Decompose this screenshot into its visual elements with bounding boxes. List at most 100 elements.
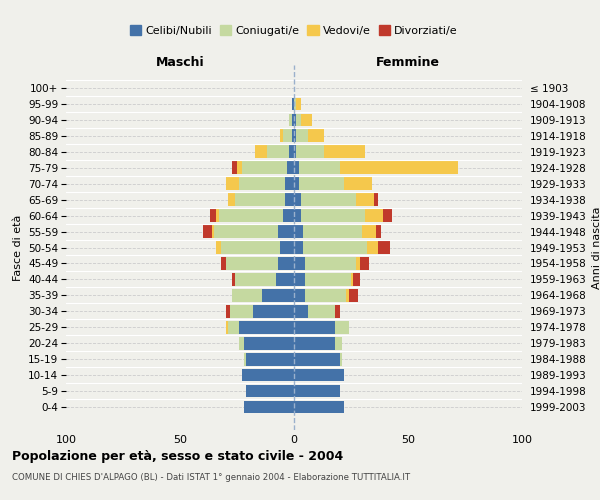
Bar [294, 257, 305, 270]
Bar [379, 242, 390, 254]
Bar [244, 353, 246, 366]
Bar [235, 273, 276, 285]
Bar [239, 178, 285, 190]
Bar [242, 162, 287, 174]
Bar [356, 194, 374, 206]
Bar [228, 321, 239, 334]
Bar [296, 130, 308, 142]
Bar [232, 289, 262, 302]
Bar [246, 385, 294, 398]
Bar [221, 242, 280, 254]
Bar [301, 114, 312, 126]
Y-axis label: Anni di nascita: Anni di nascita [592, 206, 600, 289]
Bar [230, 305, 253, 318]
Bar [335, 305, 340, 318]
Bar [340, 353, 342, 366]
Bar [285, 178, 294, 190]
Bar [353, 273, 360, 285]
Bar [294, 305, 308, 318]
Bar [294, 273, 305, 285]
Bar [296, 98, 301, 110]
Bar [374, 194, 379, 206]
Bar [289, 114, 292, 126]
Bar [346, 289, 349, 302]
Text: Popolazione per età, sesso e stato civile - 2004: Popolazione per età, sesso e stato civil… [12, 450, 343, 463]
Bar [294, 353, 340, 366]
Bar [219, 210, 283, 222]
Bar [308, 130, 323, 142]
Bar [335, 321, 349, 334]
Text: COMUNE DI CHIES D'ALPAGO (BL) - Dati ISTAT 1° gennaio 2004 - Elaborazione TUTTIT: COMUNE DI CHIES D'ALPAGO (BL) - Dati IST… [12, 472, 410, 482]
Bar [294, 242, 303, 254]
Bar [226, 305, 230, 318]
Bar [301, 194, 356, 206]
Bar [294, 178, 299, 190]
Bar [376, 226, 380, 238]
Bar [294, 321, 335, 334]
Bar [226, 321, 228, 334]
Bar [217, 210, 219, 222]
Bar [292, 114, 294, 126]
Bar [294, 226, 303, 238]
Bar [285, 194, 294, 206]
Bar [383, 210, 392, 222]
Bar [294, 162, 299, 174]
Bar [294, 385, 340, 398]
Bar [301, 210, 365, 222]
Bar [365, 210, 383, 222]
Bar [280, 242, 294, 254]
Bar [214, 226, 278, 238]
Bar [232, 162, 237, 174]
Bar [305, 273, 351, 285]
Bar [217, 242, 221, 254]
Bar [360, 257, 369, 270]
Bar [292, 98, 294, 110]
Bar [294, 130, 296, 142]
Bar [351, 273, 353, 285]
Bar [209, 210, 217, 222]
Bar [232, 273, 235, 285]
Bar [244, 401, 294, 413]
Bar [299, 178, 344, 190]
Bar [244, 337, 294, 349]
Bar [303, 226, 362, 238]
Bar [246, 353, 294, 366]
Bar [239, 337, 244, 349]
Bar [294, 337, 335, 349]
Bar [294, 98, 296, 110]
Bar [303, 242, 367, 254]
Bar [262, 289, 294, 302]
Bar [294, 401, 344, 413]
Bar [226, 178, 239, 190]
Bar [356, 257, 360, 270]
Bar [367, 242, 379, 254]
Bar [226, 257, 278, 270]
Bar [349, 289, 358, 302]
Bar [362, 226, 376, 238]
Bar [299, 162, 340, 174]
Bar [228, 194, 235, 206]
Bar [266, 146, 289, 158]
Bar [255, 146, 266, 158]
Bar [239, 321, 294, 334]
Bar [280, 130, 283, 142]
Bar [221, 257, 226, 270]
Bar [294, 210, 301, 222]
Bar [305, 289, 346, 302]
Y-axis label: Fasce di età: Fasce di età [13, 214, 23, 280]
Text: Femmine: Femmine [376, 56, 440, 68]
Bar [242, 369, 294, 382]
Bar [294, 146, 296, 158]
Bar [278, 257, 294, 270]
Bar [296, 146, 323, 158]
Bar [292, 130, 294, 142]
Bar [323, 146, 365, 158]
Bar [253, 305, 294, 318]
Bar [283, 210, 294, 222]
Bar [287, 162, 294, 174]
Bar [294, 194, 301, 206]
Bar [283, 130, 292, 142]
Bar [335, 337, 342, 349]
Bar [237, 162, 242, 174]
Bar [276, 273, 294, 285]
